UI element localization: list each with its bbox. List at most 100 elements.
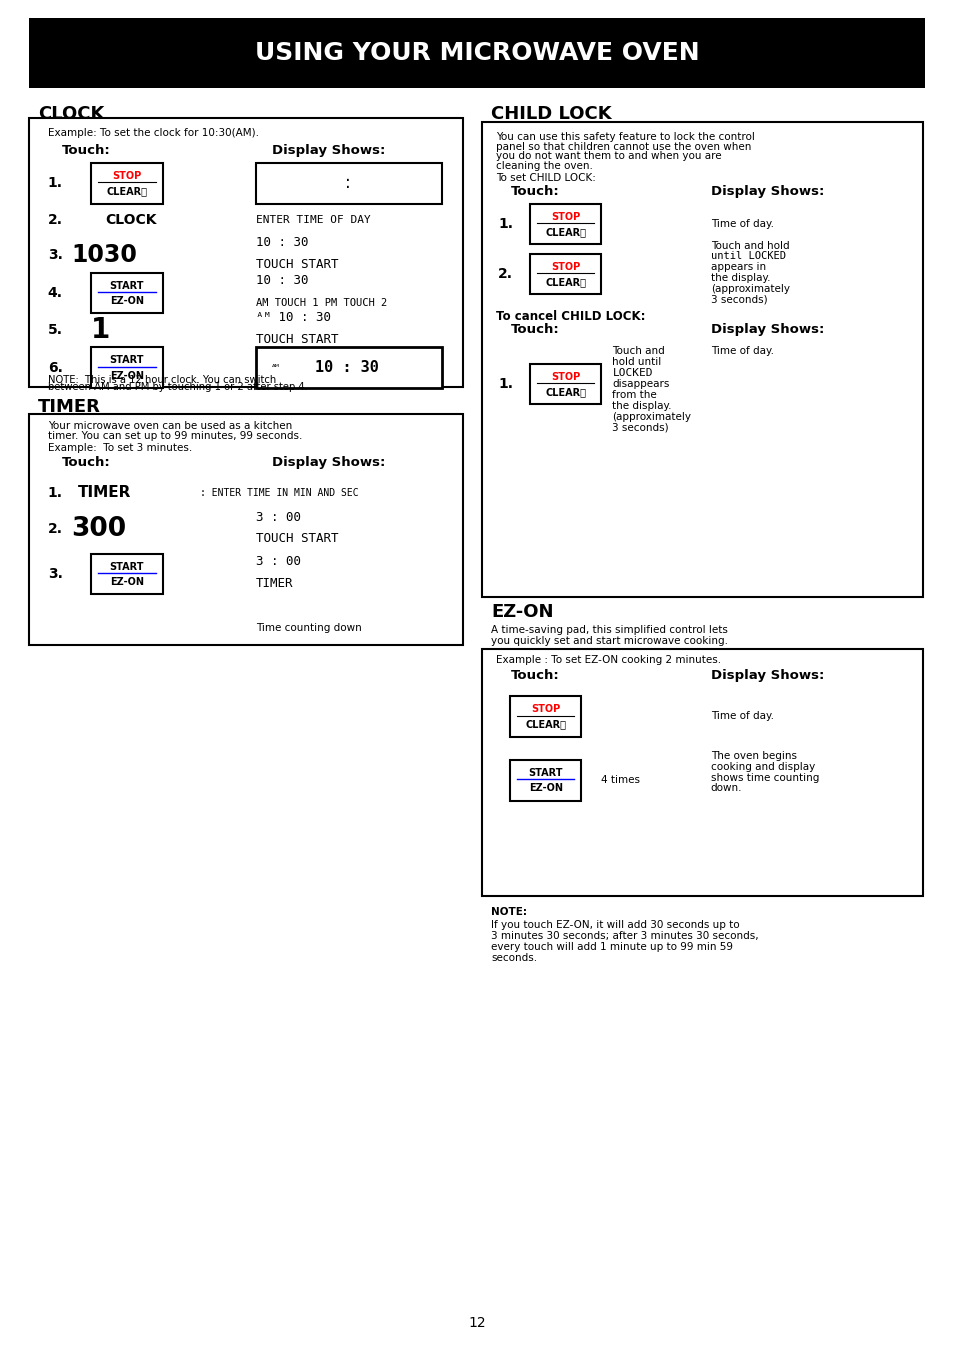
Text: Touch:: Touch: — [510, 185, 558, 198]
Text: To cancel CHILD LOCK:: To cancel CHILD LOCK: — [496, 309, 645, 323]
Text: CLEARⒶ: CLEARⒶ — [545, 277, 585, 288]
Text: Display Shows:: Display Shows: — [710, 669, 823, 683]
Text: 1030: 1030 — [71, 243, 137, 267]
Text: 10 : 30: 10 : 30 — [314, 360, 378, 376]
Text: Time of day.: Time of day. — [710, 218, 773, 229]
Text: CLOCK: CLOCK — [105, 213, 156, 227]
Text: 2.: 2. — [48, 213, 63, 227]
Text: NOTE:: NOTE: — [491, 906, 527, 917]
FancyBboxPatch shape — [255, 347, 441, 388]
Text: 3 seconds): 3 seconds) — [710, 294, 766, 305]
Text: 1: 1 — [91, 316, 110, 343]
Text: TOUCH START: TOUCH START — [255, 532, 337, 546]
FancyBboxPatch shape — [481, 649, 922, 896]
FancyBboxPatch shape — [29, 414, 462, 645]
Text: STOP: STOP — [551, 372, 579, 381]
Text: 3.: 3. — [48, 567, 63, 581]
Text: Touch:: Touch: — [62, 144, 111, 157]
FancyBboxPatch shape — [529, 204, 600, 244]
Text: shows time counting: shows time counting — [710, 772, 819, 783]
FancyBboxPatch shape — [29, 18, 924, 88]
FancyBboxPatch shape — [91, 273, 162, 313]
Text: START: START — [110, 562, 144, 571]
Text: Example:  To set 3 minutes.: Example: To set 3 minutes. — [48, 442, 192, 453]
Text: 3 seconds): 3 seconds) — [612, 422, 668, 433]
Text: CLEARⒶ: CLEARⒶ — [545, 227, 585, 237]
Text: Your microwave oven can be used as a kitchen: Your microwave oven can be used as a kit… — [48, 421, 292, 432]
Text: CLEARⒶ: CLEARⒶ — [107, 186, 147, 197]
Text: Touch:: Touch: — [62, 456, 111, 470]
Text: Display Shows:: Display Shows: — [710, 323, 823, 337]
Text: A time-saving pad, this simplified control lets: A time-saving pad, this simplified contr… — [491, 624, 727, 635]
Text: 3 minutes 30 seconds; after 3 minutes 30 seconds,: 3 minutes 30 seconds; after 3 minutes 30… — [491, 931, 759, 942]
Text: Touch:: Touch: — [510, 323, 558, 337]
Text: from the: from the — [612, 389, 657, 400]
Text: (approximately: (approximately — [710, 284, 789, 294]
Text: every touch will add 1 minute up to 99 min 59: every touch will add 1 minute up to 99 m… — [491, 942, 733, 953]
Text: : ENTER TIME IN MIN AND SEC: : ENTER TIME IN MIN AND SEC — [200, 487, 358, 498]
Text: 6.: 6. — [48, 361, 63, 375]
Text: disappears: disappears — [612, 379, 669, 389]
Text: TIMER: TIMER — [78, 484, 132, 501]
Text: (approximately: (approximately — [612, 411, 691, 422]
Text: 5.: 5. — [48, 323, 63, 337]
Text: EZ-ON: EZ-ON — [110, 577, 144, 588]
Text: CHILD LOCK: CHILD LOCK — [491, 104, 611, 123]
Text: STOP: STOP — [551, 262, 579, 271]
Text: EZ-ON: EZ-ON — [491, 603, 554, 622]
Text: STOP: STOP — [531, 704, 559, 714]
Text: AM TOUCH 1 PM TOUCH 2: AM TOUCH 1 PM TOUCH 2 — [255, 297, 387, 308]
Text: 3.: 3. — [48, 248, 63, 262]
Text: Time counting down: Time counting down — [255, 623, 361, 634]
Text: the display.: the display. — [710, 273, 769, 284]
Text: hold until: hold until — [612, 357, 661, 368]
Text: ᴬᴹ 10 : 30: ᴬᴹ 10 : 30 — [255, 311, 331, 324]
Text: Display Shows:: Display Shows: — [272, 456, 385, 470]
Text: CLOCK: CLOCK — [38, 104, 105, 123]
Text: 3 : 00: 3 : 00 — [255, 510, 300, 524]
Text: EZ-ON: EZ-ON — [110, 370, 144, 381]
Text: Display Shows:: Display Shows: — [710, 185, 823, 198]
Text: 12: 12 — [468, 1316, 485, 1330]
Text: NOTE:  This is a 12 hour clock. You can switch: NOTE: This is a 12 hour clock. You can s… — [48, 375, 275, 385]
Text: If you touch EZ-ON, it will add 30 seconds up to: If you touch EZ-ON, it will add 30 secon… — [491, 920, 740, 931]
Text: cooking and display: cooking and display — [710, 761, 814, 772]
Text: CLEARⒶ: CLEARⒶ — [525, 719, 565, 730]
Text: 1.: 1. — [497, 377, 513, 391]
Text: USING YOUR MICROWAVE OVEN: USING YOUR MICROWAVE OVEN — [254, 41, 699, 65]
Text: until LOCKED: until LOCKED — [710, 251, 785, 262]
Text: Display Shows:: Display Shows: — [272, 144, 385, 157]
Text: START: START — [110, 281, 144, 290]
Text: Time of day.: Time of day. — [710, 711, 773, 722]
Text: ENTER TIME OF DAY: ENTER TIME OF DAY — [255, 214, 370, 225]
FancyBboxPatch shape — [529, 254, 600, 294]
Text: Time of day.: Time of day. — [710, 346, 773, 357]
Text: 10 : 30: 10 : 30 — [255, 236, 308, 250]
FancyBboxPatch shape — [509, 696, 580, 737]
Text: the display.: the display. — [612, 400, 671, 411]
Text: 10 : 30: 10 : 30 — [255, 274, 308, 288]
Text: CLEARⒶ: CLEARⒶ — [545, 387, 585, 398]
Text: 4 times: 4 times — [600, 775, 639, 786]
Text: EZ-ON: EZ-ON — [110, 296, 144, 307]
Text: seconds.: seconds. — [491, 953, 537, 963]
FancyBboxPatch shape — [91, 347, 162, 388]
Text: Example: To set the clock for 10:30(AM).: Example: To set the clock for 10:30(AM). — [48, 128, 258, 138]
Text: To set CHILD LOCK:: To set CHILD LOCK: — [496, 172, 596, 183]
FancyBboxPatch shape — [481, 122, 922, 597]
Text: :: : — [345, 174, 351, 193]
Text: panel so that children cannot use the oven when: panel so that children cannot use the ov… — [496, 141, 751, 152]
Text: The oven begins: The oven begins — [710, 750, 796, 761]
Text: 1.: 1. — [48, 176, 63, 190]
Text: appears in: appears in — [710, 262, 765, 273]
Text: down.: down. — [710, 783, 741, 794]
Text: you do not want them to and when you are: you do not want them to and when you are — [496, 151, 721, 161]
Text: you quickly set and start microwave cooking.: you quickly set and start microwave cook… — [491, 635, 727, 646]
Text: 1.: 1. — [497, 217, 513, 231]
Text: LOCKED: LOCKED — [612, 368, 652, 379]
Text: Example : To set EZ-ON cooking 2 minutes.: Example : To set EZ-ON cooking 2 minutes… — [496, 654, 720, 665]
FancyBboxPatch shape — [255, 163, 441, 204]
Text: TIMER: TIMER — [255, 577, 293, 590]
Text: ᴬᴹ: ᴬᴹ — [272, 364, 280, 372]
Text: 1.: 1. — [48, 486, 63, 499]
